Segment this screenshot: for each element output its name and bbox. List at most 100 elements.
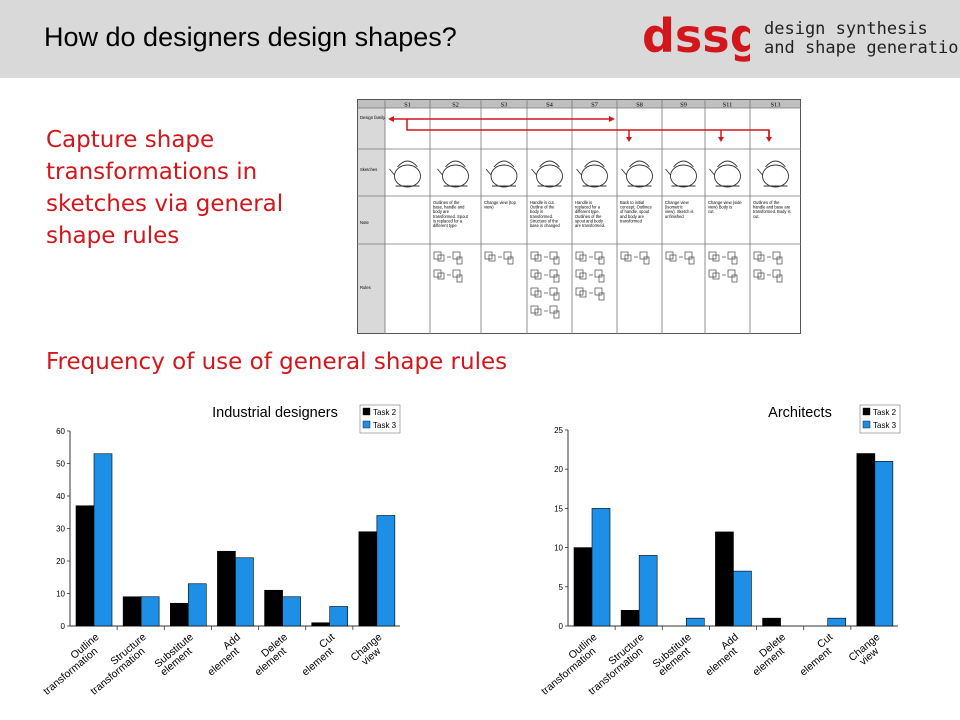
- y-tick-label: 5: [559, 583, 564, 592]
- sketch-kettle: [485, 160, 518, 188]
- architects-chart: Architects 0 5 10 15 20 25 Outlinetransformatio…: [525, 398, 930, 710]
- y-tick-label: 30: [56, 525, 65, 534]
- category-label: Changeview: [846, 631, 888, 672]
- chart-title: Architects: [768, 405, 832, 421]
- table-column-header: S8: [636, 102, 643, 109]
- bar-task-2: [264, 589, 283, 627]
- shape-rule-glyph: [753, 251, 783, 265]
- y-tick-label: 0: [61, 622, 66, 631]
- category-label: Cutelement: [293, 631, 343, 678]
- bar-task-3: [874, 461, 894, 627]
- table-note: Handle is cut. Outline of the body is trans…: [530, 200, 561, 228]
- y-tick-label: 50: [56, 460, 65, 469]
- table-note: Change view (side view) Body is cut.: [708, 200, 742, 214]
- frequency-title: Frequency of use of general shape rules: [46, 349, 508, 375]
- shape-rule-glyph: [530, 287, 560, 301]
- shape-rule-glyph: [708, 269, 738, 283]
- legend-label: Task 3: [873, 421, 897, 430]
- bar-task-3: [685, 617, 705, 627]
- sketch-kettle: [531, 160, 563, 188]
- tagline-line-2: and shape generation: [764, 38, 960, 58]
- bar-task-2: [169, 602, 189, 627]
- shape-rule-glyph: [433, 251, 463, 265]
- legend-label: Task 2: [373, 408, 397, 417]
- y-tick-label: 20: [554, 465, 563, 474]
- table-row-label: Note: [360, 220, 370, 225]
- y-tick-label: 0: [559, 622, 564, 631]
- table-column-header: S4: [546, 102, 554, 109]
- shape-rule-glyph: [433, 269, 463, 283]
- y-tick-label: 60: [56, 427, 65, 436]
- sketch-kettle: [665, 160, 697, 188]
- table-note: Back to initial concept. Outlines of handl…: [620, 200, 652, 223]
- shape-rule-glyph: [665, 251, 695, 265]
- table-column-header: S2: [452, 102, 459, 109]
- table-row-label: Rules: [360, 285, 371, 290]
- table-column-header: S13: [770, 102, 780, 109]
- legend-label: Task 2: [873, 408, 897, 417]
- sketch-kettle: [757, 160, 789, 188]
- bar-task-2: [715, 531, 734, 627]
- table-note: Outlines of the base, handle and body are t…: [433, 200, 469, 228]
- table-note: Handle is replaced for a different type. Ou…: [575, 200, 605, 228]
- category-label: Substituteelement: [152, 631, 203, 678]
- chart-title: Industrial designers: [212, 405, 338, 421]
- bar-task-3: [93, 453, 113, 627]
- tagline: design synthesis and shape generation: [764, 20, 960, 58]
- sketch-kettle: [576, 160, 608, 188]
- sketch-kettle: [709, 160, 741, 188]
- sketch-rules-table: S1 S2 S3 S4 S7 S8 S9 S11 S13 Design family Sketche…: [357, 99, 801, 334]
- bar-task-3: [638, 555, 658, 627]
- bar-task-3: [329, 606, 349, 627]
- table-column-header: S7: [591, 102, 599, 109]
- sketch-kettle: [389, 160, 421, 188]
- table-column-header: S9: [680, 102, 687, 109]
- category-label: Substituteelement: [650, 631, 701, 678]
- bar-task-3: [187, 583, 207, 627]
- table-note: Change view (top view): [484, 200, 517, 210]
- capture-statement: Capture shape transformations in sketche…: [46, 127, 284, 249]
- category-label: Changeview: [348, 631, 390, 672]
- table-column-header: S1: [404, 102, 411, 109]
- bar-task-3: [733, 570, 752, 627]
- shape-rule-glyph: [620, 251, 650, 265]
- bar-task-2: [358, 531, 378, 627]
- category-label: Addelement: [199, 631, 250, 678]
- bar-task-2: [620, 610, 640, 627]
- shape-rule-glyph: [575, 269, 605, 283]
- sketch-kettle: [437, 160, 469, 188]
- bar-task-2: [75, 505, 95, 627]
- table-note: Change view (isometric view). Sketch is unf…: [665, 200, 693, 219]
- category-label: Cutelement: [791, 631, 841, 678]
- legend-label: Task 3: [373, 421, 397, 430]
- bar-task-3: [376, 515, 396, 627]
- shape-rule-glyph: [530, 251, 560, 265]
- bar-task-2: [573, 547, 593, 627]
- shape-rule-glyph: [530, 269, 560, 283]
- shape-rule-glyph: [484, 251, 514, 265]
- bar-task-3: [235, 557, 254, 627]
- category-label: Deleteelement: [246, 631, 297, 678]
- y-tick-label: 15: [554, 504, 563, 513]
- table-note: Outlines of the handle and base are transf…: [753, 200, 791, 219]
- bar-task-2: [311, 622, 331, 627]
- y-tick-label: 40: [56, 492, 65, 501]
- slide-title: How do designers design shapes?: [44, 22, 457, 52]
- y-tick-label: 20: [56, 557, 65, 566]
- dssg-logo: dssg: [642, 9, 750, 63]
- sketch-kettle: [621, 160, 653, 188]
- bar-task-3: [282, 596, 301, 627]
- table-row-label: Sketches: [360, 167, 377, 172]
- chart-legend: Task 2 Task 3: [359, 404, 401, 434]
- category-label: Addelement: [697, 631, 748, 678]
- shape-rule-glyph: [708, 251, 738, 265]
- bar-task-3: [140, 596, 160, 627]
- table-column-header: S3: [501, 102, 508, 109]
- bar-task-2: [217, 550, 236, 627]
- svg-text:dssg: dssg: [642, 9, 750, 63]
- y-tick-label: 10: [56, 590, 65, 599]
- shape-rule-glyph: [753, 269, 783, 283]
- shape-rule-glyph: [575, 287, 605, 301]
- bar-task-3: [827, 617, 847, 627]
- tagline-line-1: design synthesis: [764, 19, 928, 39]
